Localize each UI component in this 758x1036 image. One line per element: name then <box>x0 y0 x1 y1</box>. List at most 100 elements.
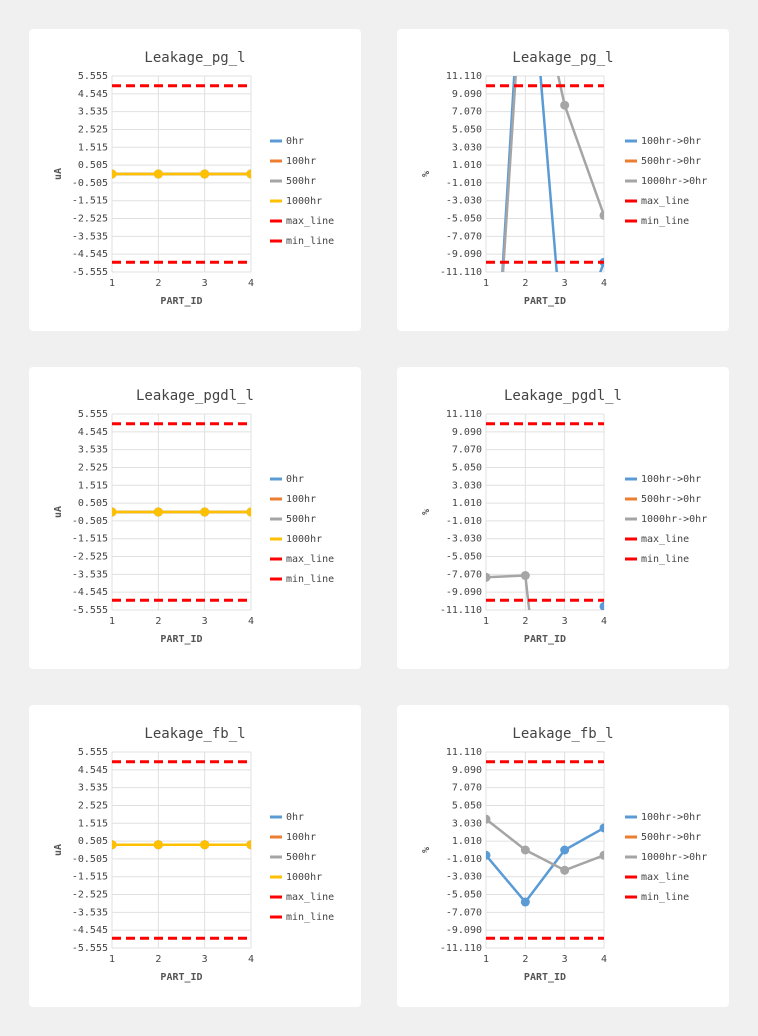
x-tick-label: 3 <box>202 616 208 627</box>
y-tick-label: 9.090 <box>452 765 482 776</box>
legend-label: 500hr <box>286 514 316 525</box>
y-tick-label: -5.050 <box>446 552 482 563</box>
y-tick-label: 4.545 <box>78 89 108 100</box>
y-tick-label: -0.505 <box>72 516 108 527</box>
y-tick-label: -1.010 <box>446 178 482 189</box>
y-tick-label: -7.070 <box>446 569 482 580</box>
x-axis-label: PART_ID <box>524 296 566 307</box>
legend-label: 1000hr->0hr <box>641 852 707 863</box>
legend-label: 1000hr <box>286 534 322 545</box>
marker <box>599 823 604 833</box>
y-tick-label: -5.050 <box>446 214 482 225</box>
chart-card: Leakage_pgdl_l 5.555 4.545 3.535 2.525 1.515 0… <box>29 367 361 669</box>
marker <box>153 169 163 179</box>
y-tick-label: 1.010 <box>452 498 482 509</box>
chart-title: Leakage_pg_l <box>512 50 613 66</box>
y-tick-label: -2.525 <box>72 214 108 225</box>
chart: Leakage_pg_l 5.555 4.545 3.535 2.525 1.515 0.5… <box>53 50 334 307</box>
y-tick-label: -7.070 <box>446 231 482 242</box>
series-line <box>486 818 604 872</box>
legend-label: 1000hr->0hr <box>641 176 707 187</box>
legend-label: min_line <box>286 574 334 585</box>
x-tick-label: 3 <box>562 278 568 289</box>
legend-label: 500hr->0hr <box>641 156 701 167</box>
chart-card: Leakage_pg_l 5.555 4.545 3.535 2.525 1.515 0.5… <box>29 29 361 331</box>
chart-title: Leakage_pg_l <box>144 50 245 66</box>
y-tick-label: 7.070 <box>452 445 482 456</box>
y-tick-label: -5.555 <box>72 267 108 278</box>
y-axis-label: uA <box>53 168 64 180</box>
y-tick-label: -4.545 <box>72 925 108 936</box>
marker <box>560 845 570 855</box>
chart: Leakage_pgdl_l 11.110 9.090 7.070 5.050 3.030… <box>421 388 707 645</box>
chart-title: Leakage_pgdl_l <box>136 388 254 404</box>
x-tick-label: 1 <box>483 616 489 627</box>
marker <box>200 507 210 517</box>
y-tick-label: 9.090 <box>452 427 482 438</box>
legend-label: 1000hr <box>286 872 322 883</box>
marker <box>520 897 530 907</box>
legend-label: max_line <box>641 196 689 207</box>
x-axis-label: PART_ID <box>160 296 202 307</box>
marker <box>520 845 530 855</box>
y-axis-label: % <box>421 847 432 853</box>
chart-title: Leakage_fb_l <box>144 726 245 742</box>
legend-label: 0hr <box>286 474 304 485</box>
chart-card: Leakage_pgdl_l 11.110 9.090 7.070 5.050 3.030… <box>397 367 729 669</box>
y-tick-label: 5.050 <box>452 800 482 811</box>
x-tick-label: 2 <box>155 616 161 627</box>
y-tick-label: 5.050 <box>452 462 482 473</box>
x-tick-label: 1 <box>483 954 489 965</box>
x-axis-label: PART_ID <box>160 634 202 645</box>
x-tick-label: 1 <box>483 278 489 289</box>
marker <box>153 840 163 850</box>
y-tick-label: -2.525 <box>72 552 108 563</box>
y-tick-label: -5.555 <box>72 943 108 954</box>
y-tick-label: 2.525 <box>78 800 108 811</box>
legend-label: min_line <box>286 236 334 247</box>
y-tick-label: -3.030 <box>446 196 482 207</box>
plot <box>486 760 604 940</box>
y-tick-label: -1.010 <box>446 516 482 527</box>
marker <box>486 850 491 860</box>
y-tick-label: 11.110 <box>446 747 482 758</box>
legend-label: 500hr <box>286 176 316 187</box>
marker <box>153 507 163 517</box>
y-tick-label: 3.030 <box>452 480 482 491</box>
x-axis-label: PART_ID <box>524 634 566 645</box>
x-tick-label: 3 <box>562 616 568 627</box>
chart: Leakage_pgdl_l 5.555 4.545 3.535 2.525 1.515 0… <box>53 388 334 645</box>
x-tick-label: 1 <box>109 278 115 289</box>
marker <box>599 601 604 610</box>
y-tick-label: -9.090 <box>446 925 482 936</box>
y-tick-label: 0.505 <box>78 836 108 847</box>
y-tick-label: -1.515 <box>72 872 108 883</box>
y-tick-label: -9.090 <box>446 587 482 598</box>
legend-label: max_line <box>641 534 689 545</box>
y-tick-label: -3.030 <box>446 534 482 545</box>
y-tick-label: -5.050 <box>446 890 482 901</box>
marker <box>200 169 210 179</box>
y-tick-label: 7.070 <box>452 783 482 794</box>
plot <box>112 84 251 264</box>
x-axis-label: PART_ID <box>524 972 566 983</box>
marker <box>112 169 117 179</box>
y-tick-label: -7.070 <box>446 907 482 918</box>
legend-label: 100hr <box>286 494 316 505</box>
y-tick-label: -0.505 <box>72 178 108 189</box>
y-tick-label: 7.070 <box>452 107 482 118</box>
x-tick-label: 2 <box>155 954 161 965</box>
series-line <box>486 826 604 905</box>
x-tick-label: 4 <box>248 278 254 289</box>
y-tick-label: 4.545 <box>78 427 108 438</box>
chart-card: Leakage_fb_l 5.555 4.545 3.535 2.525 1.515 0.5… <box>29 705 361 1007</box>
y-tick-label: -11.110 <box>440 943 482 954</box>
y-tick-label: 1.515 <box>78 142 108 153</box>
chart-title: Leakage_pgdl_l <box>504 388 622 404</box>
y-tick-label: 1.515 <box>78 480 108 491</box>
legend-label: max_line <box>286 892 334 903</box>
marker <box>112 840 117 850</box>
x-tick-label: 1 <box>109 616 115 627</box>
y-tick-label: 1.515 <box>78 818 108 829</box>
chart-card: Leakage_pg_l 11.110 9.090 7.070 5.050 3.030 1.… <box>397 29 729 331</box>
